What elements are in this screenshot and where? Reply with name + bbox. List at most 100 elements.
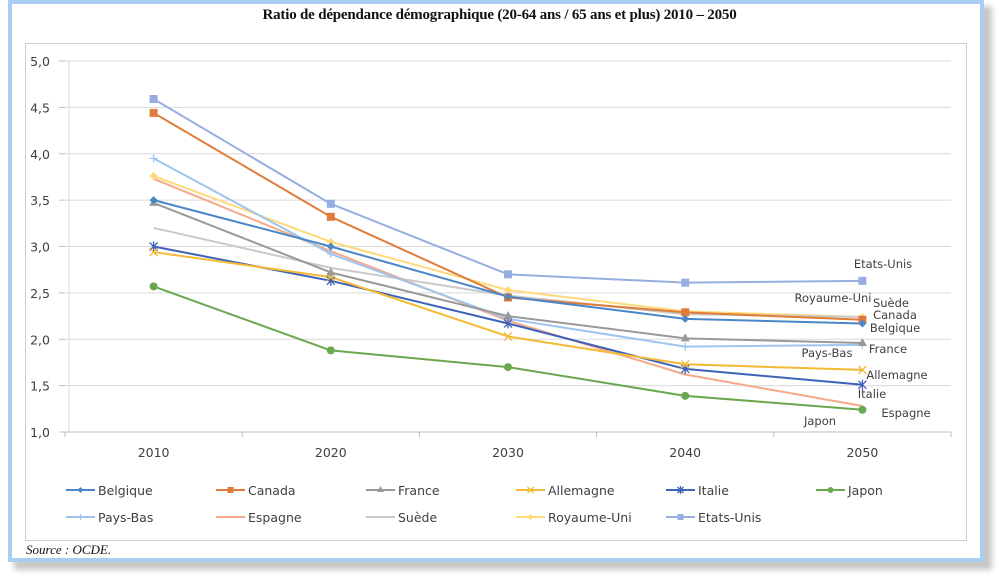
legend-label: Belgique: [98, 483, 153, 498]
y-axis-ticks: 1,0 1,5 2,0 2,5 3,0 3,5 4,0 4,5 5,0: [30, 54, 50, 440]
y-tick-label: 4,5: [30, 100, 50, 115]
chart-title: Ratio de dépendance démographique (20-64…: [262, 7, 737, 23]
data-point-marker: [503, 311, 513, 320]
legend-label: Canada: [248, 483, 296, 498]
legend-item: Etats-Unis: [666, 510, 761, 525]
source-note: Source : OCDE.: [26, 542, 112, 557]
legend: Belgique Canada France Allemagne Italie Japon…: [66, 483, 883, 525]
data-point-marker: [504, 363, 512, 372]
end-labels: Etats-Unis Royaume-Uni SuèdeCanadaBelgique…: [795, 257, 931, 428]
data-point-marker: [681, 308, 690, 317]
legend-item: Royaume-Uni: [516, 510, 632, 525]
series-line-belgique: [153, 199, 863, 325]
data-point-marker: [857, 365, 867, 375]
series-markers: [149, 95, 867, 414]
data-point-marker: [149, 196, 158, 205]
data-point-marker: [681, 278, 690, 287]
x-tick-label: 2030: [492, 445, 524, 460]
data-point-marker: [326, 249, 335, 258]
data-point-marker: [503, 318, 513, 329]
data-point-marker: [858, 405, 867, 414]
legend-label: Etats-Unis: [698, 510, 761, 525]
x-tick-label: 2040: [669, 445, 701, 460]
x-tick-label: 2050: [846, 445, 878, 460]
x-tick-label: 2010: [138, 445, 170, 460]
data-point-marker: [149, 154, 158, 163]
data-point-marker: [326, 199, 335, 208]
y-tick-label: 2,0: [30, 332, 50, 347]
end-label: Pays-Bas: [802, 346, 853, 360]
data-point-marker: [503, 332, 513, 341]
legend-label: Suède: [398, 510, 437, 525]
legend-item: Espagne: [216, 510, 302, 525]
series-line-japon: [153, 285, 863, 411]
legend-item: Suède: [366, 510, 437, 525]
legend-label: Japon: [847, 483, 883, 498]
data-point-marker: [681, 342, 690, 351]
legend-item: France: [366, 483, 440, 498]
end-label: Allemagne: [866, 368, 927, 382]
legend-label: Italie: [698, 483, 729, 498]
chart-area: [25, 43, 967, 541]
y-tick-label: 1,5: [30, 379, 50, 394]
end-label: Suède: [873, 296, 909, 310]
data-point-marker: [326, 346, 335, 355]
legend-label: Espagne: [248, 510, 302, 525]
data-point-marker: [326, 267, 336, 276]
y-tick-label: 4,0: [30, 147, 50, 162]
y-tick-label: 5,0: [30, 54, 50, 69]
data-point-marker: [527, 514, 534, 520]
legend-item: Allemagne: [516, 483, 615, 498]
end-label: Etats-Unis: [854, 257, 912, 271]
data-point-marker: [504, 270, 512, 279]
x-tick-label: 2020: [315, 445, 347, 460]
legend-item: Pays-Bas: [66, 510, 153, 525]
x-axis-ticks: 2010 2020 2030 2040 2050: [138, 445, 879, 460]
data-point-marker: [149, 247, 159, 257]
legend-item: Canada: [216, 483, 296, 498]
series-line-allemagne: [153, 251, 863, 371]
y-tick-label: 3,0: [30, 240, 50, 255]
end-label: France: [869, 342, 907, 356]
data-point-marker: [680, 333, 690, 342]
data-point-marker: [77, 487, 84, 493]
data-point-marker: [77, 514, 84, 520]
data-point-marker: [681, 391, 690, 400]
data-point-marker: [326, 212, 335, 221]
data-point-marker: [858, 319, 867, 328]
end-label: Belgique: [870, 321, 920, 335]
data-point-marker: [377, 486, 384, 492]
legend-label: France: [398, 483, 440, 498]
data-point-marker: [326, 237, 335, 246]
data-point-marker: [149, 282, 158, 291]
data-point-marker: [527, 486, 534, 494]
data-point-marker: [681, 314, 690, 323]
legend-item: Italie: [666, 483, 729, 498]
legend-label: Royaume-Uni: [548, 510, 632, 525]
gridlines: [59, 60, 952, 437]
data-point-marker: [857, 379, 867, 390]
data-point-marker: [858, 276, 867, 285]
y-tick-label: 3,5: [30, 193, 50, 208]
end-label: Canada: [873, 308, 917, 322]
data-point-marker: [677, 514, 684, 520]
end-label: Espagne: [881, 406, 930, 420]
legend-item: Japon: [816, 483, 883, 498]
data-point-marker: [677, 486, 684, 494]
data-point-marker: [149, 172, 158, 181]
end-label: Italie: [858, 387, 886, 401]
data-point-marker: [149, 108, 158, 117]
data-point-marker: [326, 242, 335, 251]
data-point-marker: [504, 292, 512, 301]
data-point-marker: [827, 487, 834, 493]
data-point-marker: [149, 95, 158, 104]
y-tick-label: 1,0: [30, 425, 50, 440]
legend-label: Pays-Bas: [98, 510, 153, 525]
end-label: Japon: [803, 414, 836, 428]
data-point-marker: [857, 337, 867, 346]
data-point-marker: [680, 359, 690, 369]
series-line-etats-unis: [153, 98, 863, 284]
legend-label: Allemagne: [548, 483, 615, 498]
end-label: Royaume-Uni: [795, 291, 872, 305]
